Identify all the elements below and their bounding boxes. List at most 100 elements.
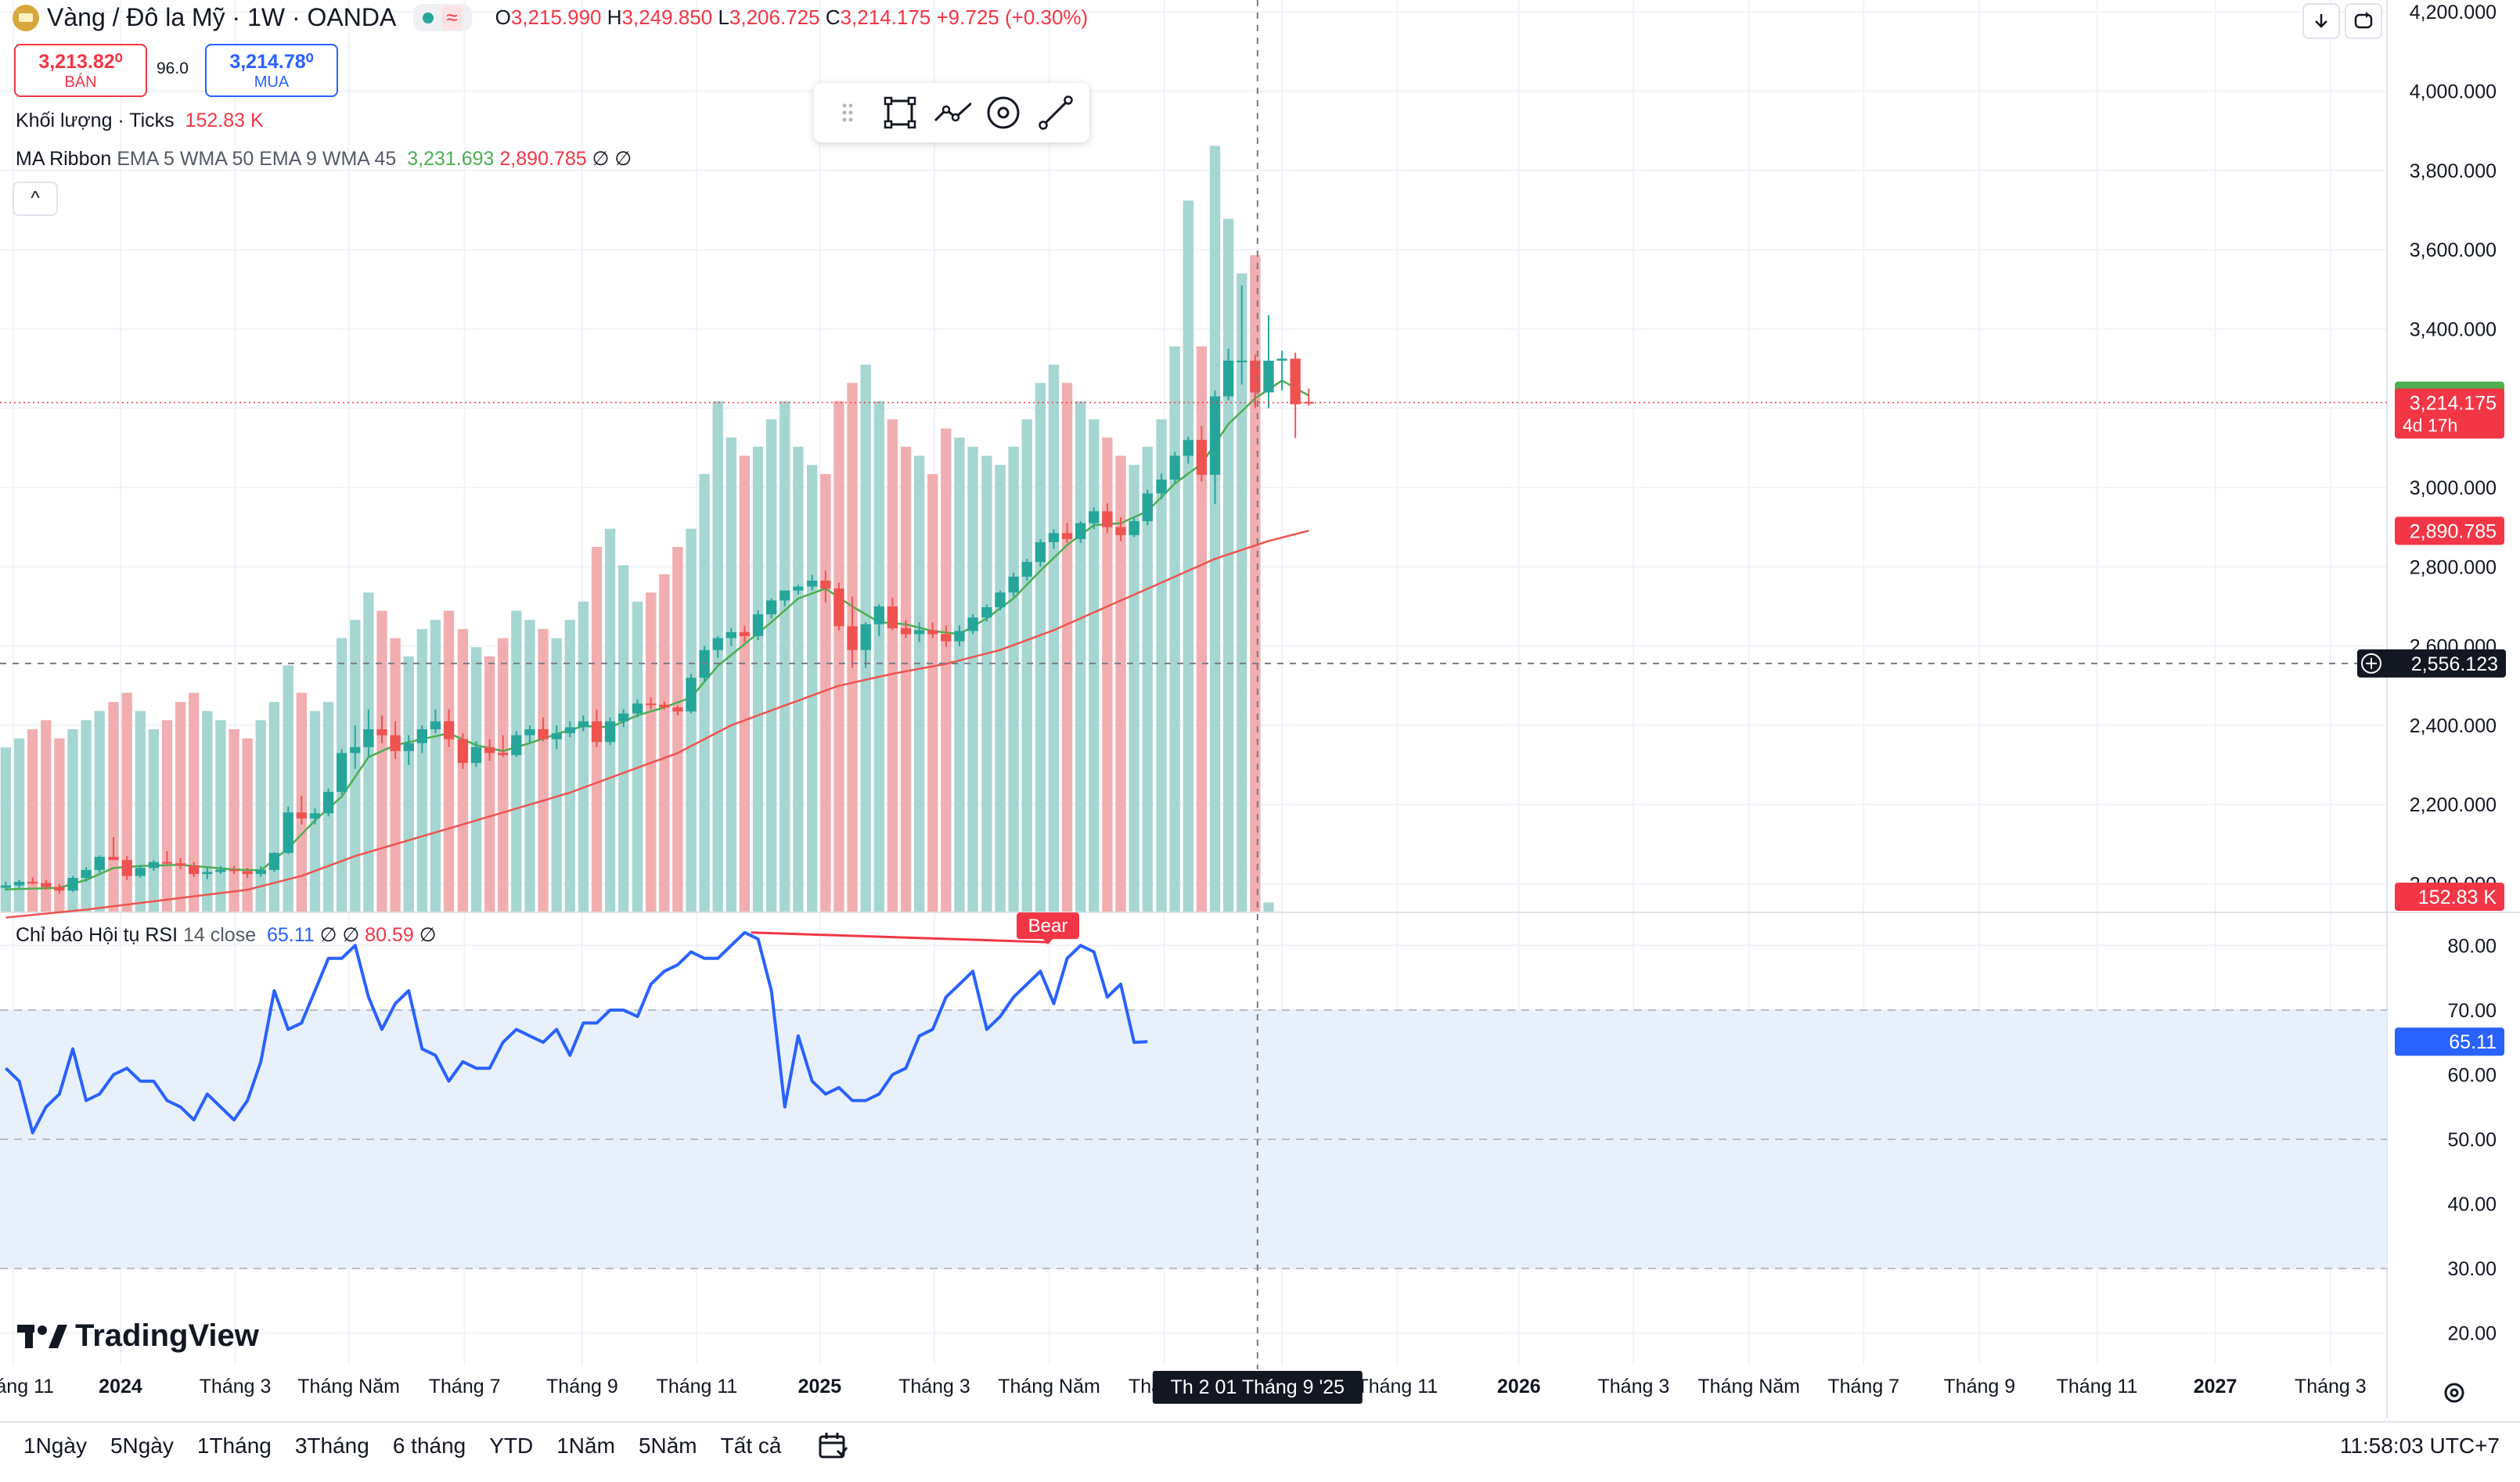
ma-fast-line	[5, 379, 1309, 890]
volume-bar	[765, 419, 777, 912]
volume-bar	[1115, 455, 1126, 912]
crosshair-time-box	[1152, 1371, 1363, 1404]
buy-price: 3,214.78⁰	[229, 51, 314, 73]
volume-legend[interactable]: Khối lượng · Ticks 152.83 K	[16, 110, 264, 131]
candle-body	[1129, 521, 1139, 535]
candle-body	[1303, 401, 1314, 404]
range-3m[interactable]: 3Tháng	[294, 1433, 369, 1458]
candle-body	[739, 631, 751, 636]
rsi-line	[5, 930, 1148, 1135]
range-all[interactable]: Tất cả	[720, 1433, 782, 1458]
volume-bar	[1061, 383, 1073, 912]
buy-label: MUA	[254, 74, 290, 91]
path-icon[interactable]	[932, 93, 971, 132]
collapse-legend-button[interactable]: ^	[13, 182, 58, 216]
candle-body	[967, 617, 978, 631]
candle-body	[591, 721, 603, 743]
ohlc-readout: O3,215.990 H3,249.850 L3,206.725 C3,214.…	[495, 5, 1089, 29]
candle-body	[1008, 576, 1019, 593]
volume-bar	[470, 647, 482, 912]
price-tick-label: 3,800.000	[2410, 160, 2497, 182]
range-5y[interactable]: 5Năm	[638, 1433, 697, 1458]
rsi-legend-value2: 80.59	[365, 924, 414, 946]
candle-body	[229, 869, 239, 872]
range-5d[interactable]: 5Ngày	[110, 1433, 174, 1458]
volume-bar	[148, 729, 160, 912]
trendline-icon[interactable]	[1036, 93, 1075, 132]
volume-bar	[793, 446, 804, 912]
clock[interactable]: 11:58:03 UTC+7	[2339, 1433, 2500, 1458]
volume-bar	[1075, 401, 1086, 912]
volume-bar	[41, 720, 52, 912]
go-to-date-button[interactable]	[817, 1430, 848, 1462]
volume-bar	[779, 401, 790, 912]
volume-bar	[1156, 419, 1167, 912]
volume-bar	[725, 437, 737, 912]
bearish-divergence-line	[751, 931, 1049, 944]
volume-bar	[1250, 255, 1261, 912]
crosshair-price-box	[2357, 649, 2506, 678]
candle-body	[578, 721, 589, 728]
volume-bar	[67, 729, 78, 912]
range-1d[interactable]: 1Ngày	[23, 1433, 87, 1458]
ma-ribbon-legend[interactable]: MA Ribbon EMA 5 WMA 50 EMA 9 WMA 45 3,23…	[16, 148, 632, 170]
market-status[interactable]: ≈	[413, 4, 472, 31]
time-tick-label: Tháng 11	[1356, 1376, 1438, 1397]
range-6m[interactable]: 6 tháng	[392, 1433, 466, 1458]
candle-body	[1061, 533, 1073, 539]
range-ytd[interactable]: YTD	[489, 1433, 534, 1458]
candle-body	[161, 862, 173, 864]
volume-bar	[927, 473, 938, 912]
candle-body	[202, 872, 213, 874]
volume-bar	[1263, 902, 1274, 912]
candle-body	[887, 606, 898, 628]
download-button[interactable]	[2302, 3, 2340, 39]
axis-settings-button[interactable]	[2439, 1377, 2470, 1408]
high-value: 3,249.850	[621, 5, 713, 29]
candle-body	[873, 606, 884, 624]
sell-button[interactable]: 3,213.82⁰ BÁN	[14, 44, 147, 97]
volume-bar	[283, 665, 293, 912]
buy-button[interactable]: 3,214.78⁰ MUA	[205, 44, 338, 97]
rsi-legend[interactable]: Chỉ báo Hội tụ RSI 14 close 65.11 ∅ ∅ 80…	[16, 924, 437, 946]
refresh-button[interactable]	[2345, 3, 2382, 39]
price-tick-label: 3,600.000	[2410, 239, 2497, 261]
rectangle-icon[interactable]	[880, 93, 920, 132]
target-icon[interactable]	[984, 93, 1023, 132]
volume-bar	[954, 437, 965, 912]
candle-body	[470, 746, 482, 764]
volume-bar	[833, 401, 844, 912]
candle-body	[1209, 396, 1221, 475]
time-tick-label: Tháng 11	[2057, 1376, 2138, 1397]
drag-handle-icon[interactable]	[828, 93, 867, 132]
candle-body	[1183, 440, 1193, 456]
candle-body	[752, 614, 764, 636]
volume-bar	[457, 628, 469, 912]
volume-bar	[1169, 346, 1180, 912]
arrow-down-icon	[2315, 14, 2327, 28]
tradingview-logo[interactable]: TradingView	[17, 1318, 259, 1354]
time-tick-label: Tháng Năm	[297, 1376, 400, 1397]
range-1y[interactable]: 1Năm	[556, 1433, 615, 1458]
time-tick-label: Tháng 3	[200, 1376, 272, 1397]
candle-body	[646, 703, 657, 706]
na-icon: ∅	[592, 148, 610, 170]
candle-body	[511, 735, 522, 755]
rsi-tick-label: 30.00	[2447, 1258, 2497, 1280]
symbol-title[interactable]: Vàng / Đô la Mỹ · 1W · OANDA	[47, 3, 397, 31]
ma-slow-badge: 2,890.785	[2410, 520, 2497, 542]
candle-body	[913, 630, 925, 635]
volume-bar	[941, 428, 952, 912]
volume-bar	[390, 638, 401, 912]
candle-body	[847, 626, 858, 650]
candle-body	[1196, 440, 1208, 475]
low-value: 3,206.725	[729, 5, 820, 29]
time-tick-label: Tháng 3	[1598, 1376, 1670, 1397]
candle-body	[416, 729, 428, 743]
price-tick-label: 2,400.000	[2410, 715, 2497, 737]
range-1m[interactable]: 1Tháng	[196, 1433, 272, 1458]
candle-body	[686, 678, 697, 712]
gear-icon	[2444, 1383, 2464, 1403]
time-tick-label: 2026	[1497, 1376, 1541, 1397]
